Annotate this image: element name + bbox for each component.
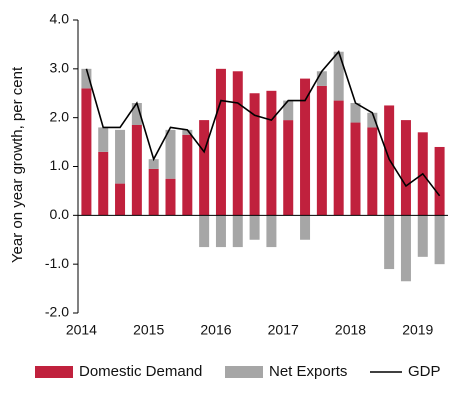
bar bbox=[81, 88, 92, 216]
bar bbox=[182, 129, 193, 135]
bar bbox=[131, 103, 142, 125]
bar bbox=[434, 146, 445, 216]
legend-label: Domestic Demand bbox=[79, 363, 202, 380]
y-tick-label: -1.0 bbox=[45, 255, 69, 271]
y-tick-label: 0.0 bbox=[50, 206, 70, 222]
bar bbox=[266, 215, 277, 248]
bar bbox=[400, 120, 411, 216]
bar bbox=[199, 215, 210, 248]
bar bbox=[333, 51, 344, 101]
bar bbox=[148, 159, 159, 169]
bar bbox=[98, 151, 109, 216]
bar bbox=[81, 68, 92, 89]
y-axis-label: Year on year growth, per cent bbox=[9, 66, 26, 263]
bar bbox=[232, 71, 243, 216]
bar bbox=[333, 100, 344, 216]
x-tick-label: 2018 bbox=[335, 322, 366, 338]
bar bbox=[417, 215, 428, 257]
bar bbox=[148, 168, 159, 216]
bar bbox=[115, 129, 126, 184]
bar bbox=[199, 120, 210, 216]
bar bbox=[131, 124, 142, 216]
legend-label: GDP bbox=[408, 363, 441, 380]
x-tick-label: 2016 bbox=[200, 322, 231, 338]
bar bbox=[215, 68, 226, 216]
bar bbox=[367, 112, 378, 128]
gdp-line bbox=[85, 50, 441, 197]
bar bbox=[115, 183, 126, 216]
bar bbox=[182, 134, 193, 216]
bar bbox=[300, 215, 311, 240]
y-tick-label: 1.0 bbox=[50, 157, 70, 173]
bar bbox=[316, 85, 327, 216]
y-tick-label: 2.0 bbox=[50, 108, 70, 124]
legend-swatch bbox=[225, 366, 263, 378]
bar bbox=[165, 129, 176, 179]
bar bbox=[215, 215, 226, 248]
x-tick-label: 2019 bbox=[402, 322, 433, 338]
bar bbox=[367, 127, 378, 216]
bar bbox=[249, 93, 260, 216]
x-tick-label: 2014 bbox=[66, 322, 97, 338]
bar bbox=[434, 215, 445, 265]
bar bbox=[232, 215, 243, 248]
bar bbox=[249, 215, 260, 240]
y-tick-label: -2.0 bbox=[45, 304, 69, 320]
bar bbox=[316, 71, 327, 86]
bar bbox=[266, 90, 277, 216]
bar bbox=[350, 103, 361, 123]
bar bbox=[283, 100, 294, 121]
bar bbox=[165, 178, 176, 216]
bar bbox=[300, 78, 311, 216]
bar bbox=[350, 122, 361, 216]
x-tick-label: 2017 bbox=[268, 322, 299, 338]
legend-label: Net Exports bbox=[269, 363, 347, 380]
bar bbox=[400, 215, 411, 282]
y-tick-label: 3.0 bbox=[50, 60, 70, 76]
bar bbox=[283, 120, 294, 216]
y-tick-label: 4.0 bbox=[50, 11, 70, 27]
x-tick-label: 2015 bbox=[133, 322, 164, 338]
legend-swatch bbox=[35, 366, 73, 378]
bar bbox=[384, 215, 395, 270]
bar bbox=[98, 127, 109, 152]
